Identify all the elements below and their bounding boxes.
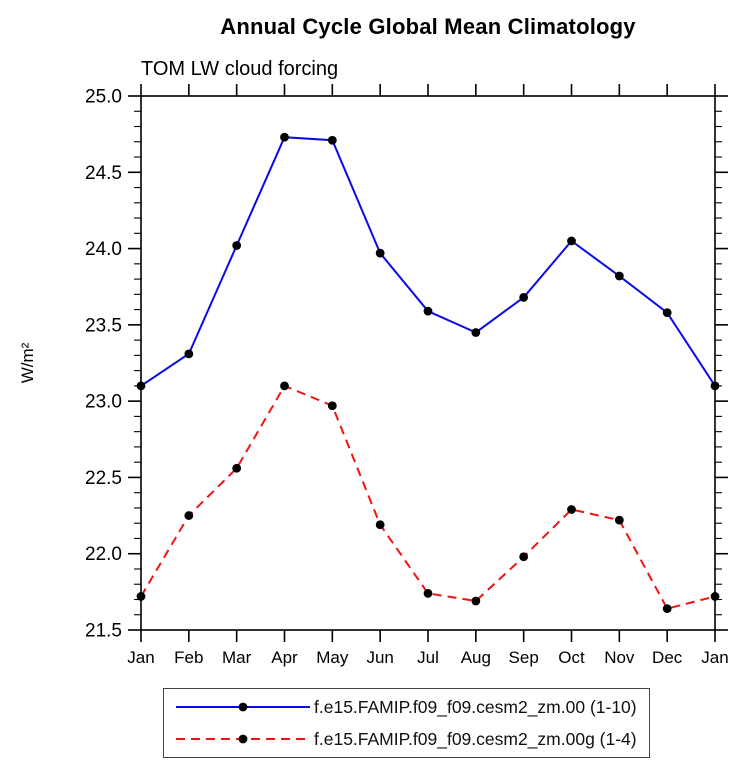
x-tick-label: Jan [127,648,154,667]
y-tick-label: 24.0 [85,239,122,260]
x-tick-label: Jul [417,648,439,667]
y-tick-label: 25.0 [85,87,122,108]
plot-frame [140,95,716,631]
legend-line-sample-series-0 [176,702,310,712]
x-tick-label: Aug [461,648,491,667]
y-tick-label: 22.5 [85,468,122,489]
x-tick-label: May [316,648,349,667]
legend-label: f.e15.FAMIP.f09_f09.cesm2_zm.00 (1-10) [314,696,637,717]
y-tick-label: 24.5 [85,163,122,184]
x-tick-label: Jun [366,648,393,667]
y-tick-label: 21.5 [85,621,122,642]
data-point-marker [614,271,624,281]
data-point-marker [471,328,481,337]
legend-item: f.e15.FAMIP.f09_f09.cesm2_zm.00 (1-10) [174,692,649,722]
data-point-marker [662,308,672,318]
legend-marker [238,702,248,712]
legend-line-sample-series-1 [176,734,310,744]
series-line-1 [140,384,716,610]
data-point-marker [232,241,242,250]
data-point-marker [136,592,146,601]
x-tick-label: Sep [509,648,539,667]
chart-title: Annual Cycle Global Mean Climatology [220,14,636,39]
data-point-marker [567,505,576,514]
data-point-marker [519,552,529,562]
data-point-marker [423,588,433,598]
data-point-marker [662,604,672,614]
data-point-marker [567,236,576,246]
series-line-0 [140,136,716,387]
data-point-marker [710,381,720,391]
annual-cycle-plot: 21.5 22.0 22.5 23.0 23.5 24.0 24.5 25.0 Jan Feb Ma… [85,84,729,667]
data-point-marker [471,596,481,606]
legend-item: f.e15.FAMIP.f09_f09.cesm2_zm.00g (1-4) [174,724,649,754]
y-tick-label: 23.0 [85,392,122,413]
data-point-marker [184,511,194,520]
chart-subtitle: TOM LW cloud forcing [141,58,339,80]
data-point-marker [327,135,337,145]
data-point-marker [614,515,624,525]
data-point-marker [136,381,146,391]
data-point-marker [280,132,289,142]
data-point-marker [710,592,720,601]
y-tick-label: 23.5 [85,315,122,336]
x-tick-label: Nov [604,648,635,667]
x-tick-label: Mar [222,648,252,667]
data-point-marker [375,248,385,258]
legend-box: f.e15.FAMIP.f09_f09.cesm2_zm.00 (1-10) f… [163,688,650,758]
x-tick-label: Feb [174,648,203,667]
data-point-marker [375,520,385,530]
data-point-marker [327,401,337,411]
legend-label: f.e15.FAMIP.f09_f09.cesm2_zm.00g (1-4) [314,728,637,749]
data-point-marker [423,306,433,316]
x-tick-label: Oct [558,648,585,667]
data-point-marker [280,381,289,391]
x-tick-label: Jan [701,648,728,667]
data-point-marker [232,463,242,473]
data-point-marker [184,349,194,359]
y-tick-label: 22.0 [85,544,122,565]
legend-marker [238,734,248,744]
x-tick-label: Apr [271,648,298,667]
data-point-marker [519,292,529,302]
x-tick-label: Dec [652,648,683,667]
